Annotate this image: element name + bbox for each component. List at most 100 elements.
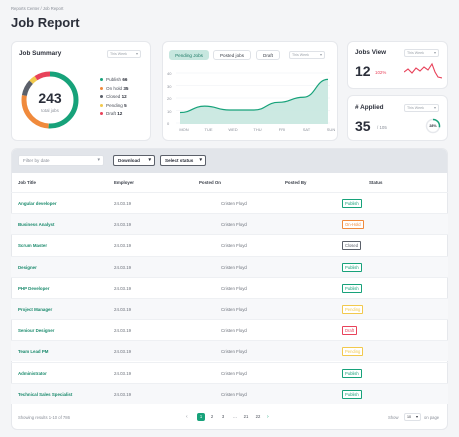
page-link[interactable]: ... [233,414,237,419]
x-tick-label: THU [253,127,262,132]
table-row[interactable]: Business Analyst 24.03.19 Cristen Floyd On-… [11,213,448,235]
y-tick-label: 30 [167,83,172,89]
posted-by-cell: Cristen Floyd [221,349,247,355]
legend-item: Draft 12 [100,111,122,116]
x-tick-label: SUN [326,127,336,132]
table-row[interactable]: Seniour Designer 24.03.19 Cristen Floyd Dra… [11,319,448,340]
employer-cell: 24.03.19 [114,201,132,206]
donut-segment [21,71,79,129]
job-title-link[interactable]: Technical Sales Specialist [18,391,73,397]
status-badge: Pending [342,347,364,357]
legend-label: Publish [106,77,122,82]
column-header[interactable]: Job Title [18,180,36,185]
table-row[interactable]: Designer 24.03.19 Cristen Floyd Publish [11,255,448,277]
job-title-link[interactable]: Seniour Designer [18,328,55,334]
page-size-select[interactable]: 10 [404,413,421,421]
jobs-view-title: Jobs View [355,49,387,56]
breadcrumb[interactable]: Reports Center / Job Report [11,6,64,11]
trend-area [180,79,328,124]
employer-cell: 24.03.19 [114,370,132,376]
status-select[interactable]: Select status [160,155,206,166]
legend-value: 35 [123,85,129,91]
column-header[interactable]: Posted On [199,180,221,185]
posted-by-cell: Cristen Floyd [221,285,247,291]
column-header[interactable]: Employer [114,180,135,185]
employer-cell: 24.03.19 [114,307,132,312]
table-row[interactable]: Angular developer 24.03.19 Cristen Floyd Pu… [11,192,448,213]
employer-cell: 24.03.19 [114,264,132,270]
trend-line [179,78,329,114]
tab-posted-jobs[interactable]: Posted jobs [213,50,251,60]
employer-cell: 24.03.19 [114,328,132,334]
job-summary-title: Job Summary [19,50,62,57]
posted-by-cell: Cristen Floyd [221,222,247,228]
page-link[interactable]: 2 [210,414,214,419]
status-badge: Publish [342,199,362,208]
legend-label: Pending [106,102,123,108]
download-button[interactable]: Download [113,155,155,166]
table-row[interactable]: Project Manager 24.03.19 Cristen Floyd Pend… [11,298,448,319]
posted-by-cell: Cristen Floyd [221,328,247,334]
chevron-down-icon: ▾ [97,157,100,163]
prev-page-icon[interactable]: ‹ [186,414,188,420]
donut-segment [21,71,79,129]
employer-cell: 24.03.19 [114,243,132,249]
job-title-link[interactable]: Angular developer [18,201,57,206]
page-title: Job Report [11,15,80,30]
table-row[interactable]: Scrum Master 24.03.19 Cristen Floyd Closed [11,234,448,255]
employer-cell: 24.03.19 [114,285,132,291]
column-header[interactable]: Posted By [285,180,307,185]
job-title-link[interactable]: Business Analyst [18,222,55,228]
jobs-view-period-select[interactable]: This Week [404,49,439,57]
x-tick-label: SAT [302,127,311,132]
legend-dot [100,103,103,107]
table-row[interactable]: Technical Sales Specialist 24.03.19 Criste… [11,382,448,404]
jobs-view-change: 102% [375,70,387,75]
tab-draft[interactable]: Draft [256,50,280,60]
applied-title: # Applied [355,104,384,111]
applied-sub: / 105 [377,125,387,130]
legend-value: 66 [122,77,128,82]
applied-period-select[interactable]: This Week [404,104,439,112]
applied-ring [425,118,441,134]
table-row[interactable]: Team Lead PM 24.03.19 Cristen Floyd Pending [11,340,448,362]
jobs-view-value: 12 [355,63,371,79]
x-tick-label: MON [179,127,189,132]
next-page-icon[interactable]: › [267,414,269,420]
legend-value: 12 [117,111,123,116]
x-tick-label: TUE [204,127,213,132]
table-row[interactable]: Administrator 24.03.19 Cristen Floyd Publis… [11,361,448,383]
status-badge: Publish [342,368,362,378]
job-title-link[interactable]: Administrator [18,370,47,376]
tab-pending-jobs[interactable]: Pending Jobs [169,50,209,60]
job-title-link[interactable]: PHP Developer [18,285,50,291]
job-title-link[interactable]: Team Lead PM [18,349,49,355]
results-summary: Showing results 1-10 of 786 [18,415,70,420]
page-link[interactable]: 1 [197,413,205,421]
legend-value: 12 [121,94,127,99]
y-tick-label: 20 [167,96,172,101]
status-badge: On-Hold [342,220,364,230]
column-header[interactable]: Status [369,180,383,185]
legend-dot [100,112,103,116]
status-badge: Publish [342,262,362,272]
page-link[interactable]: 22 [255,414,261,419]
employer-cell: 24.03.19 [114,349,132,355]
trend-period-select[interactable]: This Week [289,51,325,59]
job-title-link[interactable]: Designer [18,264,37,270]
summary-period-select[interactable]: This Week [107,50,141,58]
legend-item: Pending 5 [100,103,127,108]
legend-item: On hold 35 [100,86,129,91]
job-title-link[interactable]: Project Manager [18,307,53,312]
page-link[interactable]: 3 [221,414,225,419]
table-row[interactable]: PHP Developer 24.03.19 Cristen Floyd Publis… [11,276,448,298]
applied-ring-label: 28% [429,124,437,128]
x-tick-label: WED [228,127,238,132]
job-title-link[interactable]: Scrum Master [18,243,48,249]
posted-by-cell: Cristen Floyd [221,243,247,249]
legend-dot [100,95,103,99]
date-filter-input[interactable]: Filter by date ▾ [18,155,104,166]
employer-cell: 24.03.19 [114,391,132,397]
legend-label: Closed [106,94,121,99]
page-link[interactable]: 21 [243,414,249,419]
